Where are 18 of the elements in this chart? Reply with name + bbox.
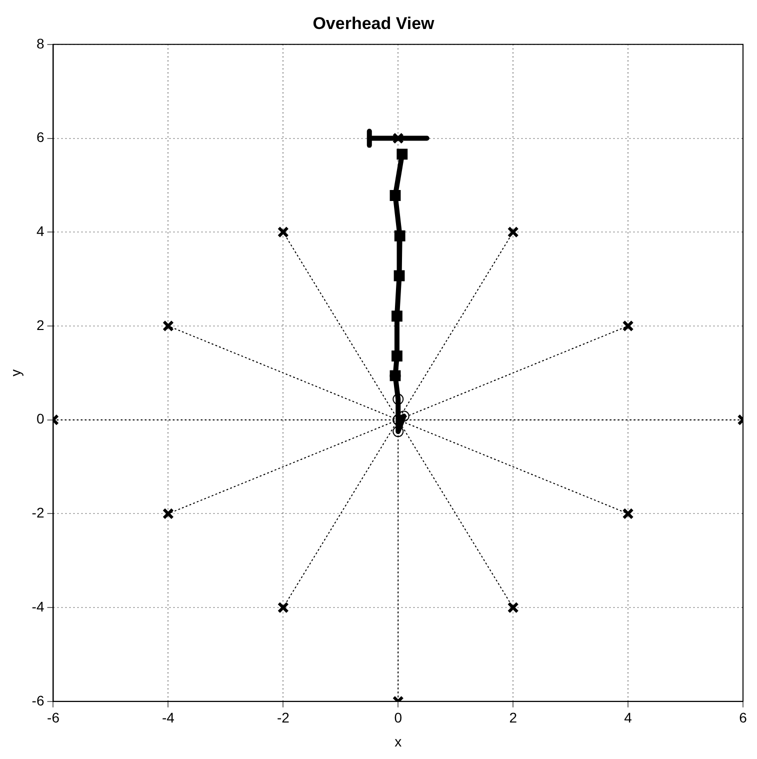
y-tick-label: 0 [36,410,44,427]
y-tick-label: -6 [32,692,44,708]
x-tick-label: -2 [276,710,290,726]
x-tick-label: 0 [394,710,402,726]
y-tick-label: 8 [36,35,44,52]
x-tick-label: -6 [47,710,60,726]
x-axis-title: x [394,733,402,750]
x-tick-label: 6 [739,710,748,726]
y-axis-title: y [7,369,24,376]
x-tick-label: 4 [624,710,632,726]
x-tick-label: 2 [509,710,518,726]
chart-title: Overhead View [312,14,436,33]
y-tick-label: 6 [36,129,44,146]
x-tick-label: -4 [162,710,175,726]
y-tick-label: -4 [32,598,44,614]
y-tick-label: 4 [36,222,44,239]
y-tick-label: 2 [36,316,44,333]
y-tick-label: -2 [32,504,44,521]
